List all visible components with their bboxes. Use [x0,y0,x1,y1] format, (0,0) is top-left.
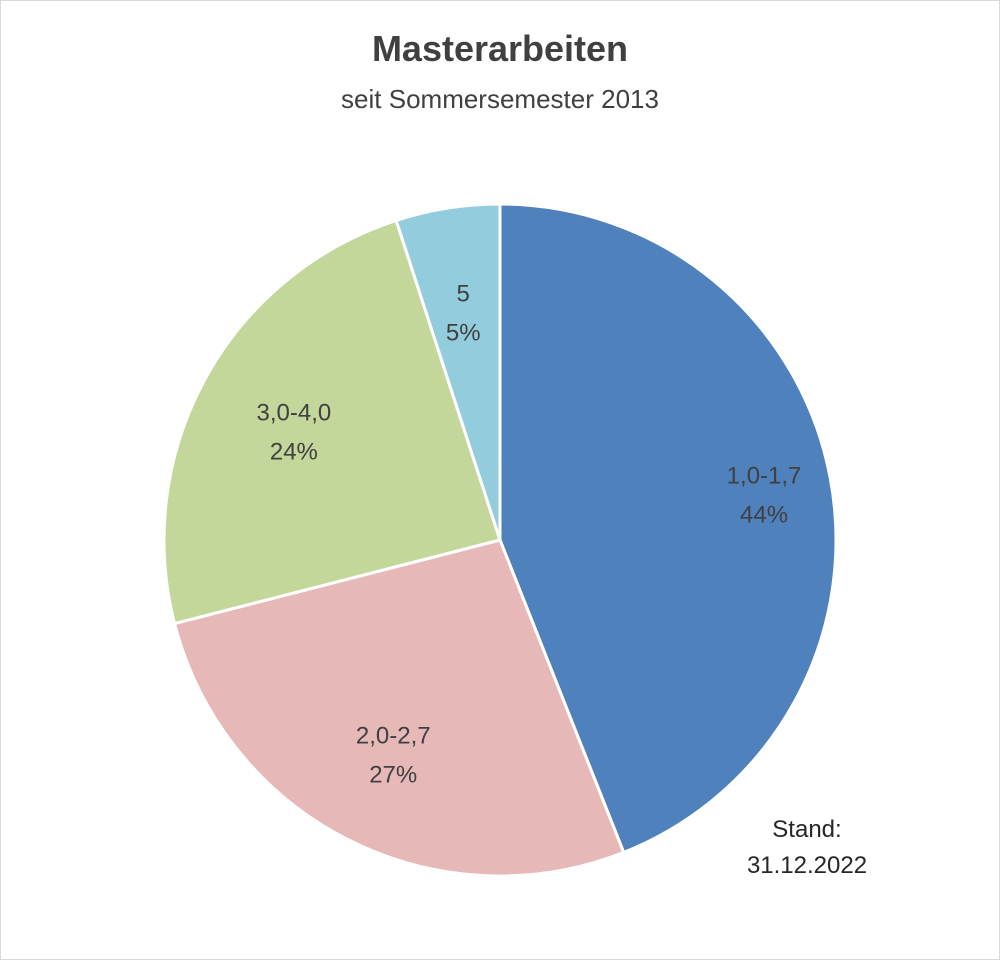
date-note-label: Stand: [772,816,842,843]
slice-percent-0: 44% [740,502,788,529]
slice-percent-3: 5% [446,320,481,347]
pie-slice-3 [394,202,502,541]
slice-percent-1: 27% [369,762,417,789]
chart-subtitle: seit Sommersemester 2013 [341,84,659,114]
chart-title: Masterarbeiten [371,28,629,69]
slice-percent-2: 24% [270,439,318,466]
date-note-date: 31.12.2022 [746,852,868,879]
date-note: Stand: 31.12.2022 [722,812,892,884]
slice-label-2: 3,0-4,0 [257,400,332,427]
slice-label-0: 1,0-1,7 [727,463,802,490]
slice-label-3: 5 [457,281,470,308]
pie-slice-1 [172,538,626,878]
slice-label-1: 2,0-2,7 [356,723,431,750]
pie-slice-0 [498,202,838,855]
pie-slice-2 [162,218,502,626]
